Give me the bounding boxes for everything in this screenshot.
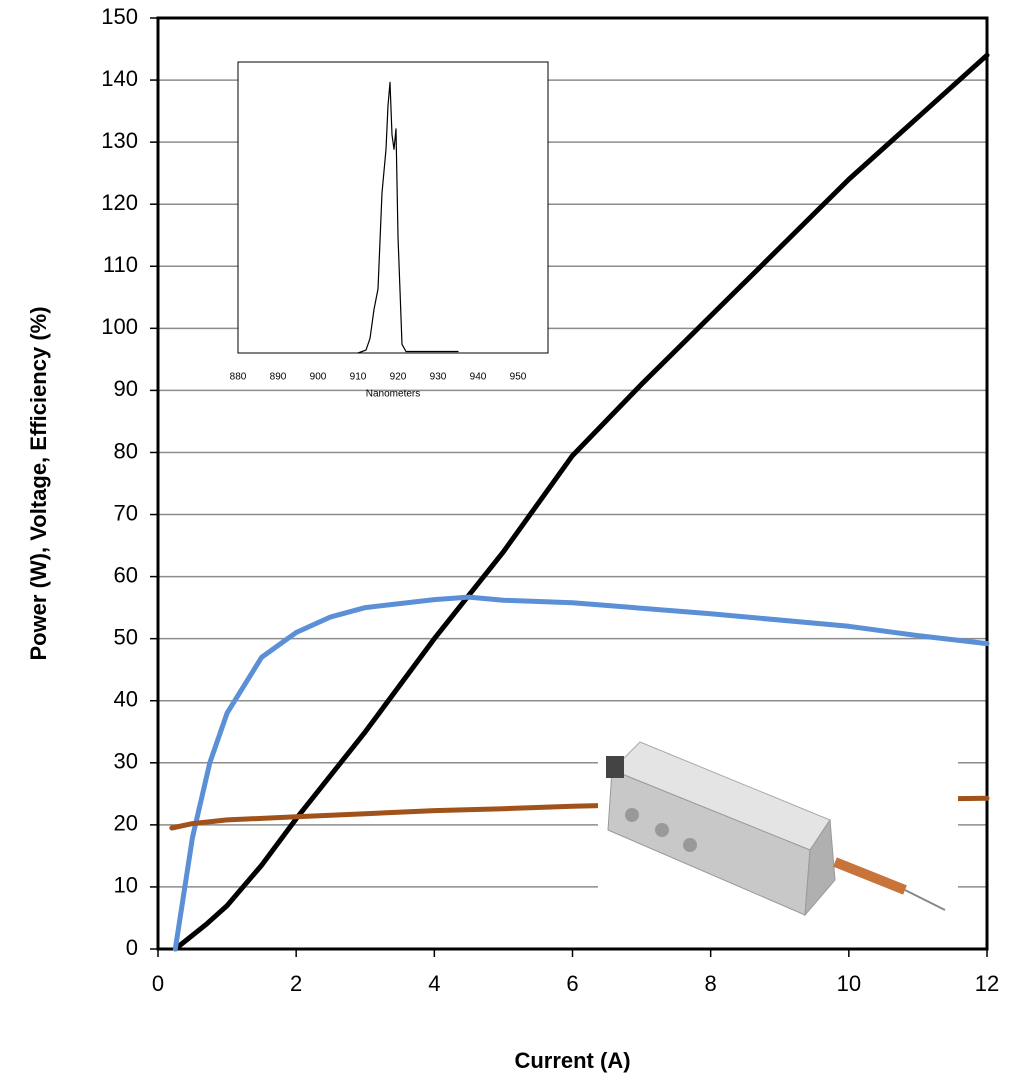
photo-coil [833,857,907,895]
y-tick-label: 70 [114,500,138,525]
y-tick-label: 110 [103,252,138,277]
y-tick-label: 90 [114,376,138,401]
photo-box-end [804,818,836,917]
photo-screw [683,838,697,852]
x-tick-label: 950 [510,372,527,383]
x-tick-label: 930 [430,372,447,383]
y-tick-label: 100 [101,314,138,339]
data-line [172,52,990,952]
x-tick-label: 4 [428,971,440,996]
main-chart: 0 10 20 30 40 50 60 70 80 90 100 110 120 130 140 150 0 2 4… [26,4,999,1073]
y-tick-label: 140 [101,66,138,91]
x-axis-label: Nanometers [366,389,420,400]
x-tick-label: 8 [705,971,717,996]
y-tick-label: 40 [114,687,138,712]
y-tick-label: 150 [101,4,138,29]
y-tick-label: 30 [114,749,138,774]
y-tick-label: 130 [101,128,138,153]
x-tick-label: 6 [566,971,578,996]
x-tick-label: 880 [230,372,247,383]
photo-connector [606,756,624,778]
product-photo [598,735,958,920]
photo-screw [655,823,669,837]
data-line [172,594,990,952]
photo-screw [625,808,639,822]
plot-background [238,62,548,353]
plot-frame [237,61,549,354]
x-tick-label: 10 [837,971,861,996]
y-tick-label: 50 [114,624,138,649]
x-tick-label: 920 [390,372,407,383]
photo-fiber [904,889,946,911]
y-tick-label: 80 [114,438,138,463]
x-tick-label: 910 [350,372,367,383]
y-tick-label: 60 [114,562,138,587]
data-line [357,81,459,354]
x-tick-label: 2 [290,971,302,996]
plot-frame [156,16,989,951]
inset-chart: 880 890 900 910 920 930 940 950 Nanometers [230,61,549,400]
x-tick-label: 940 [470,372,487,383]
y-axis-label: Power (W), Voltage, Efficiency (%) [26,306,51,660]
x-tick-label: 0 [152,971,164,996]
x-tick-label: 890 [270,372,287,383]
y-tick-label: 0 [126,935,138,960]
y-tick-label: 120 [101,190,138,215]
y-tick-label: 20 [114,811,138,836]
x-tick-label: 12 [975,971,999,996]
x-tick-label: 900 [310,372,327,383]
x-axis-label: Current (A) [514,1048,630,1073]
y-tick-label: 10 [114,873,138,898]
